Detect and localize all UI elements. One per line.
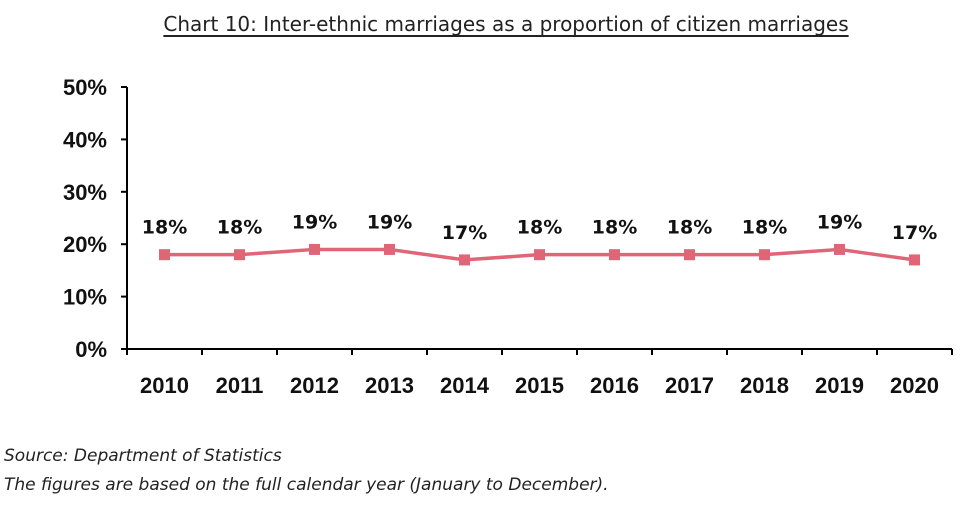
y-tick-label: 30% (63, 180, 107, 205)
data-point-marker (609, 249, 620, 261)
x-tick-label: 2010 (140, 373, 189, 398)
data-label: 18% (742, 217, 787, 239)
x-tick-label: 2012 (290, 373, 339, 398)
x-tick-label: 2015 (515, 373, 564, 398)
chart-title: Chart 10: Inter-ethnic marriages as a pr… (163, 12, 849, 36)
data-labels: 18% 18% 19% 19% 17% 18% 18% 18% 18% 19% 17% (142, 211, 937, 243)
data-label: 17% (442, 222, 487, 244)
x-tick-label: 2013 (365, 373, 414, 398)
data-label: 18% (592, 217, 637, 239)
y-tick-label: 50% (63, 75, 107, 100)
y-tick-label: 10% (63, 285, 107, 310)
x-tick-label: 2019 (815, 373, 864, 398)
x-tick-label: 2014 (440, 373, 490, 398)
y-axis-ticks: 0% 10% 20% 30% 40% 50% (63, 75, 127, 362)
data-point-marker (534, 249, 545, 261)
y-tick-label: 40% (63, 127, 107, 152)
x-tick-label: 2017 (665, 373, 714, 398)
x-tick-label: 2011 (216, 373, 264, 398)
data-label: 18% (142, 217, 187, 239)
data-point-marker (159, 249, 170, 261)
data-point-marker (909, 254, 920, 266)
axes (126, 87, 952, 350)
data-label: 18% (517, 217, 562, 239)
y-tick-label: 0% (75, 337, 107, 362)
data-point-marker (309, 243, 320, 255)
data-point-marker (234, 249, 245, 261)
line-chart: 0%10%20%30%40%50% 2010 2011 2012 2013 2014 20… (63, 75, 953, 398)
x-tick-label: 2020 (890, 373, 939, 398)
series-markers (159, 243, 920, 266)
data-label: 19% (367, 211, 412, 233)
source-note: Source: Department of Statistics (4, 446, 282, 466)
x-tick-label: 2016 (590, 373, 639, 398)
calendar-note: The figures are based on the full calend… (4, 475, 609, 495)
data-point-marker (759, 249, 770, 261)
data-label: 17% (892, 222, 937, 244)
x-axis-ticks: 2010 2011 2012 2013 2014 2015 2016 2017 2018 2019… (126, 349, 953, 398)
x-tick-label: 2018 (740, 373, 789, 398)
data-label: 19% (817, 211, 862, 233)
data-point-marker (384, 243, 395, 255)
data-label: 19% (292, 211, 337, 233)
data-label: 18% (217, 217, 262, 239)
data-label: 18% (667, 217, 712, 239)
data-point-marker (834, 243, 845, 255)
data-point-marker (684, 249, 695, 261)
y-tick-label: 20% (63, 232, 107, 257)
data-point-marker (459, 254, 470, 266)
